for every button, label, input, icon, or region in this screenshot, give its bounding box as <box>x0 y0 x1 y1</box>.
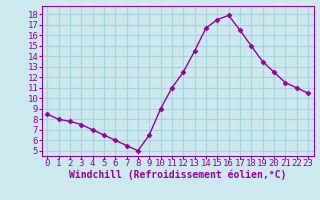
X-axis label: Windchill (Refroidissement éolien,°C): Windchill (Refroidissement éolien,°C) <box>69 170 286 180</box>
